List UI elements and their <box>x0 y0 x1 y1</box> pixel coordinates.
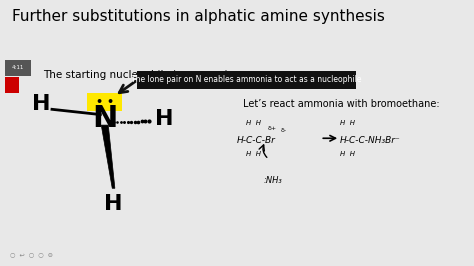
Text: • •: • • <box>96 97 114 107</box>
FancyBboxPatch shape <box>5 60 31 76</box>
Text: H-C-C-NH₃Br⁻: H-C-C-NH₃Br⁻ <box>340 136 401 145</box>
Polygon shape <box>101 125 115 188</box>
Text: :NH₃: :NH₃ <box>263 176 282 185</box>
Text: H  H: H H <box>340 151 355 157</box>
Text: Let’s react ammonia with bromoethane:: Let’s react ammonia with bromoethane: <box>243 99 440 109</box>
Text: H-C-C-Br: H-C-C-Br <box>237 136 275 145</box>
Text: ○  ↩  ○  ○  ⊖: ○ ↩ ○ ○ ⊖ <box>10 252 53 257</box>
Text: H  H: H H <box>246 151 261 157</box>
Text: N: N <box>92 104 118 133</box>
Text: Further substitutions in alphatic amine synthesis: Further substitutions in alphatic amine … <box>12 9 385 24</box>
Text: The starting nucleophile is ammonia:: The starting nucleophile is ammonia: <box>43 70 237 80</box>
Text: H: H <box>32 94 50 114</box>
Text: 4:11: 4:11 <box>12 65 24 70</box>
Text: δ+: δ+ <box>267 126 277 131</box>
Text: H  H: H H <box>340 120 355 126</box>
Text: H  H: H H <box>246 120 261 126</box>
FancyBboxPatch shape <box>5 77 19 93</box>
Text: The lone pair on N enables ammonia to act as a nucleophile: The lone pair on N enables ammonia to ac… <box>131 75 362 84</box>
FancyArrowPatch shape <box>119 81 136 93</box>
Text: δ-: δ- <box>281 128 287 133</box>
FancyBboxPatch shape <box>137 70 356 89</box>
Text: H: H <box>104 194 123 214</box>
Text: H: H <box>155 109 173 128</box>
FancyBboxPatch shape <box>87 93 122 111</box>
